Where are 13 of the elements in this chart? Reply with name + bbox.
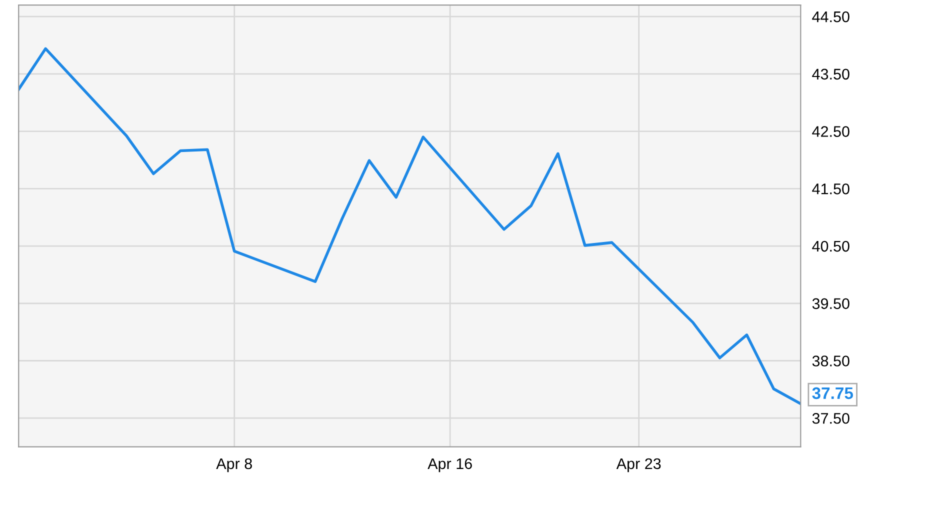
line-series: [18, 47, 801, 406]
x-tick-label: Apr 8: [216, 458, 252, 472]
annotation: 37.75: [812, 387, 854, 400]
y-tick-label: 44.50: [812, 11, 850, 22]
x-tick-label: Apr 23: [616, 458, 661, 472]
y-tick-label: 37.50: [812, 412, 850, 424]
x-tick-label: Apr 16: [428, 458, 472, 472]
y-tick-label: 40.50: [812, 240, 850, 252]
y-tick-label: 43.50: [812, 68, 850, 80]
y-tick-label: 41.50: [812, 184, 850, 194]
y-tick-label: 39.50: [812, 298, 850, 310]
y-tick-label: 38.50: [812, 356, 850, 366]
y-tick-label: 42.50: [812, 126, 850, 137]
